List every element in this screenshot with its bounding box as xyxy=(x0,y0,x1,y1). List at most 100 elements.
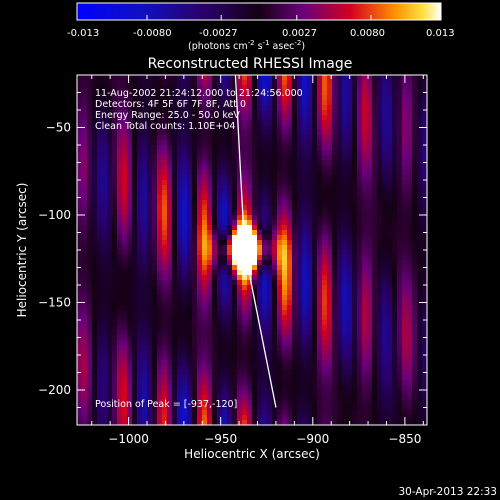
heatmap-cell xyxy=(152,330,158,336)
heatmap-cell xyxy=(172,140,178,146)
heatmap-cell xyxy=(422,290,427,296)
heatmap-cell xyxy=(392,365,398,371)
heatmap-cell xyxy=(197,80,203,86)
heatmap-cell xyxy=(162,280,168,286)
heatmap-cell xyxy=(407,355,413,361)
heatmap-cell xyxy=(392,290,398,296)
heatmap-cell xyxy=(147,140,153,146)
heatmap-cell xyxy=(237,300,243,306)
heatmap-cell xyxy=(352,160,358,166)
heatmap-cell xyxy=(237,245,243,251)
heatmap-cell xyxy=(327,100,333,106)
heatmap-cell xyxy=(197,250,203,256)
heatmap-cell xyxy=(272,175,278,181)
heatmap-cell xyxy=(232,215,238,221)
heatmap-cell xyxy=(82,130,88,136)
heatmap-cell xyxy=(182,115,188,121)
heatmap-cell xyxy=(92,350,98,356)
heatmap-cell xyxy=(417,120,423,126)
heatmap-cell xyxy=(262,275,268,281)
heatmap-cell xyxy=(222,155,228,161)
heatmap-cell xyxy=(317,245,323,251)
heatmap-cell xyxy=(92,260,98,266)
heatmap-cell xyxy=(87,210,93,216)
heatmap-cell xyxy=(197,300,203,306)
heatmap-cell xyxy=(77,85,83,91)
heatmap-cell xyxy=(177,215,183,221)
heatmap-cell xyxy=(287,150,293,156)
heatmap-cell xyxy=(267,355,273,361)
heatmap-cell xyxy=(342,285,348,291)
heatmap-cell xyxy=(157,345,163,351)
heatmap-cell xyxy=(192,255,198,261)
heatmap-cell xyxy=(182,190,188,196)
heatmap-cell xyxy=(147,375,153,381)
heatmap-cell xyxy=(322,190,328,196)
heatmap-cell xyxy=(82,80,88,86)
heatmap-cell xyxy=(417,100,423,106)
heatmap-cell xyxy=(127,320,133,326)
heatmap-cell xyxy=(247,335,253,341)
heatmap-cell xyxy=(312,345,318,351)
heatmap-cell xyxy=(92,160,98,166)
heatmap-cell xyxy=(242,370,248,376)
heatmap-cell xyxy=(102,200,108,206)
heatmap-cell xyxy=(127,205,133,211)
heatmap-cell xyxy=(367,195,373,201)
heatmap-cell xyxy=(277,155,283,161)
heatmap-cell xyxy=(407,210,413,216)
heatmap-cell xyxy=(172,85,178,91)
heatmap-cell xyxy=(177,150,183,156)
heatmap-cell xyxy=(202,90,208,96)
heatmap-cell xyxy=(217,220,223,226)
heatmap-cell xyxy=(197,195,203,201)
heatmap-cell xyxy=(117,210,123,216)
heatmap-cell xyxy=(92,315,98,321)
heatmap-cell xyxy=(92,135,98,141)
heatmap-cell xyxy=(157,260,163,266)
heatmap-cell xyxy=(282,85,288,91)
heatmap-cell xyxy=(177,345,183,351)
heatmap-cell xyxy=(112,350,118,356)
heatmap-cell xyxy=(92,245,98,251)
heatmap-cell xyxy=(157,310,163,316)
heatmap-cell xyxy=(127,285,133,291)
heatmap-cell xyxy=(362,300,368,306)
heatmap-cell xyxy=(167,215,173,221)
heatmap-cell xyxy=(272,170,278,176)
heatmap-cell xyxy=(312,120,318,126)
heatmap-cell xyxy=(237,320,243,326)
heatmap-cell xyxy=(392,395,398,401)
heatmap-cell xyxy=(267,95,273,101)
heatmap-cell xyxy=(342,235,348,241)
y-tick-label: −150 xyxy=(38,296,71,310)
heatmap-cell xyxy=(227,395,233,401)
heatmap-cell xyxy=(267,240,273,246)
heatmap-cell xyxy=(287,90,293,96)
heatmap-cell xyxy=(232,205,238,211)
heatmap-cell xyxy=(357,105,363,111)
heatmap-cell xyxy=(282,140,288,146)
heatmap-cell xyxy=(342,215,348,221)
heatmap-cell xyxy=(152,305,158,311)
heatmap-cell xyxy=(212,210,218,216)
heatmap-cell xyxy=(297,340,303,346)
heatmap-cell xyxy=(397,370,403,376)
heatmap-cell xyxy=(162,420,168,425)
heatmap-cell xyxy=(132,260,138,266)
heatmap-cell xyxy=(252,110,258,116)
heatmap-cell xyxy=(307,410,313,416)
heatmap-cell xyxy=(112,355,118,361)
heatmap-cell xyxy=(327,95,333,101)
heatmap-cell xyxy=(82,135,88,141)
heatmap-cell xyxy=(327,205,333,211)
heatmap-cell xyxy=(302,145,308,151)
heatmap-cell xyxy=(292,205,298,211)
heatmap-cell xyxy=(272,340,278,346)
heatmap-cell xyxy=(352,415,358,421)
heatmap-cell xyxy=(397,265,403,271)
heatmap-cell xyxy=(397,285,403,291)
heatmap-cell xyxy=(362,145,368,151)
heatmap-cell xyxy=(202,340,208,346)
heatmap-cell xyxy=(127,150,133,156)
